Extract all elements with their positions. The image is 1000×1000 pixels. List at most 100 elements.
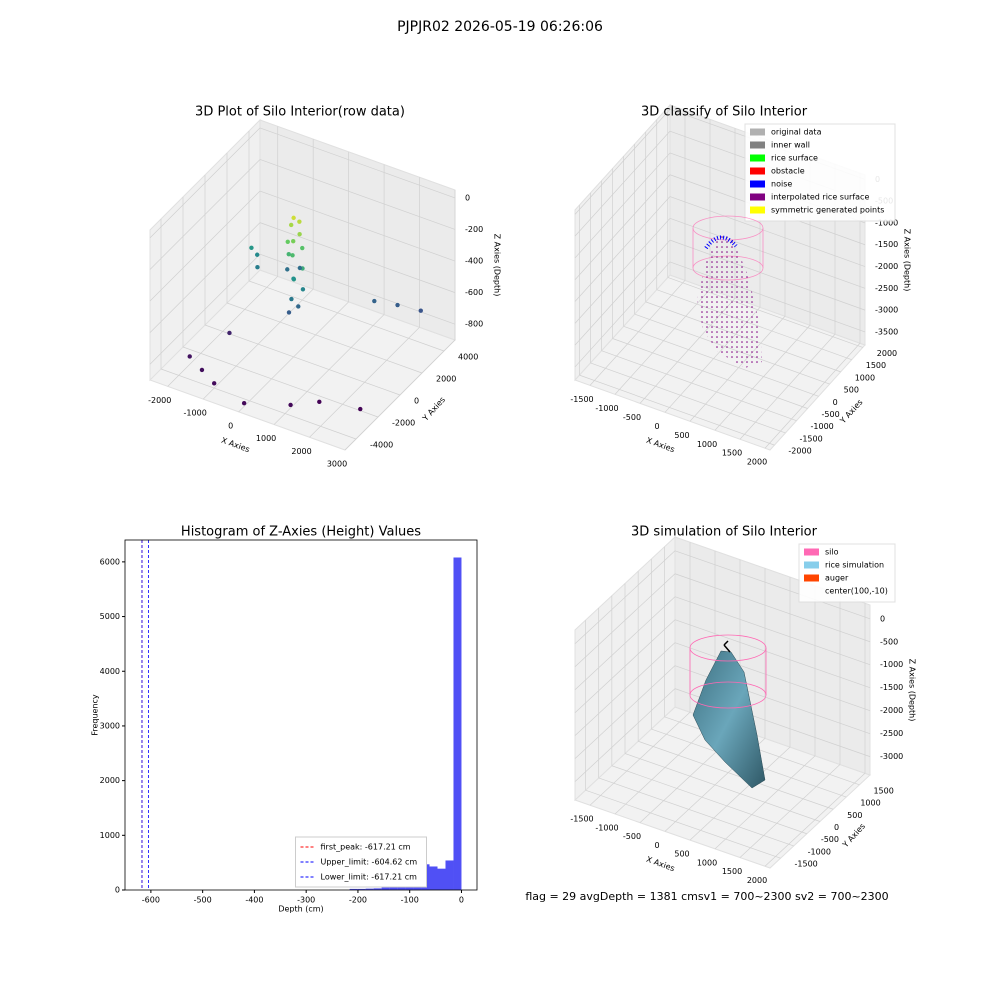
legend-label: Lower_limit: -617.21 cm <box>321 873 418 882</box>
grid-line <box>623 325 819 397</box>
y-tick-label: -1000 <box>808 847 831 856</box>
grid-line <box>574 261 671 368</box>
noise-points <box>704 235 738 250</box>
legend-swatch <box>750 206 765 214</box>
grid-line <box>182 346 379 418</box>
chart-title: 3D Plot of Silo Interior(row data) <box>195 105 405 120</box>
silo-shapes <box>689 215 767 789</box>
z-tick-label: -2000 <box>880 706 903 715</box>
grid-line <box>674 596 871 666</box>
grid-line <box>714 325 811 431</box>
y-tick-label: 2000 <box>100 776 120 785</box>
rice-points <box>697 232 762 368</box>
z-tick-label: -1000 <box>880 660 903 669</box>
grid-line <box>579 374 775 446</box>
x-tick-label: -500 <box>623 413 641 422</box>
grid-line <box>574 573 676 668</box>
y-tick-label: -1500 <box>795 860 818 869</box>
figure-title: PJPJR02 2026-05-19 06:26:06 <box>397 19 603 35</box>
grid-line <box>149 127 261 239</box>
point <box>290 253 295 258</box>
legend-swatch <box>750 128 765 136</box>
point <box>317 399 322 405</box>
legend-swatch <box>750 193 765 201</box>
y-tick-label: 1000 <box>855 373 875 382</box>
grid-line <box>259 222 456 293</box>
grid-line <box>601 350 797 422</box>
legend-swatch <box>750 141 765 149</box>
x-tick-label: 2000 <box>747 458 767 467</box>
grid-line <box>669 261 866 333</box>
grid-line <box>259 253 456 325</box>
y-tick-label: 2000 <box>877 349 897 358</box>
z-tick-label: -3500 <box>875 327 898 336</box>
z-tick-label: -400 <box>465 257 483 266</box>
z-axis-label: Z Axies (Depth) <box>493 234 502 297</box>
x-tick-label: 1500 <box>722 867 742 876</box>
legend-swatch <box>804 561 819 569</box>
y-tick-label: 500 <box>847 811 862 820</box>
z-tick-label: -3000 <box>880 752 903 761</box>
grid-line <box>589 280 686 386</box>
z-tick-label: -800 <box>465 320 483 329</box>
bar <box>437 868 446 890</box>
grid-line <box>590 362 786 434</box>
y-tick-label: 3000 <box>100 721 120 730</box>
y-tick-label: -4000 <box>370 441 393 450</box>
y-tick-label: 1500 <box>873 786 893 795</box>
legend-label: silo <box>825 548 839 557</box>
y-tick-label: 0 <box>115 886 120 895</box>
grid-line <box>689 316 786 422</box>
point <box>288 402 293 408</box>
point <box>297 219 302 224</box>
y-tick-label: -500 <box>821 835 839 844</box>
rice-surface <box>692 650 766 789</box>
legend-label: inner wall <box>771 141 810 150</box>
grid-line <box>574 688 676 782</box>
legend-label: obstacle <box>771 167 805 176</box>
point <box>241 400 247 406</box>
grid-line <box>574 239 671 346</box>
z-tick-label: -1000 <box>875 218 898 227</box>
x-tick-label: 500 <box>674 850 689 859</box>
y-tick-label: 1000 <box>100 831 120 840</box>
chart-title: 3D classify of Silo Interior <box>641 105 808 120</box>
grid-line <box>259 190 456 262</box>
point <box>249 245 254 250</box>
grid-line <box>149 253 261 365</box>
y-tick-label: 1000 <box>860 799 880 808</box>
x-tick-label: -2000 <box>148 396 171 405</box>
legend-label: symmetric generated points <box>771 206 884 215</box>
grid-line <box>624 753 821 822</box>
grid-line <box>574 550 676 645</box>
y-tick-label: 0 <box>414 397 419 406</box>
footer-text: flag = 29 avgDepth = 1381 cmsv1 = 700~23… <box>525 890 888 903</box>
chart-title: Histogram of Z-Axies (Height) Values <box>181 525 421 540</box>
legend-label: original data <box>771 128 822 137</box>
grid-line <box>614 289 711 395</box>
grid-line <box>764 342 861 449</box>
legend-label: interpolated rice surface <box>771 193 869 202</box>
grid-line <box>574 152 671 259</box>
grid-line <box>248 280 445 352</box>
point <box>211 381 217 386</box>
legend-swatch <box>750 167 765 175</box>
auger <box>723 640 731 653</box>
point <box>300 245 305 251</box>
z-tick-label: -1500 <box>880 683 903 692</box>
x-tick-label: 1500 <box>722 449 742 458</box>
point <box>297 265 303 271</box>
y-axis-label: Frequency <box>91 694 100 736</box>
z-tick-label: -2500 <box>880 729 903 738</box>
point <box>291 239 296 244</box>
point <box>291 276 296 281</box>
z-tick-label: -200 <box>465 225 483 234</box>
z-tick-label: 0 <box>465 193 470 202</box>
bar <box>445 860 454 890</box>
x-tick-label: 3000 <box>327 460 347 469</box>
x-tick-label: 0 <box>654 422 659 431</box>
x-tick-label: 2000 <box>747 876 767 885</box>
y-tick-label: 1500 <box>866 361 886 370</box>
z-axis-label: Z Axies (Depth) <box>908 659 917 722</box>
